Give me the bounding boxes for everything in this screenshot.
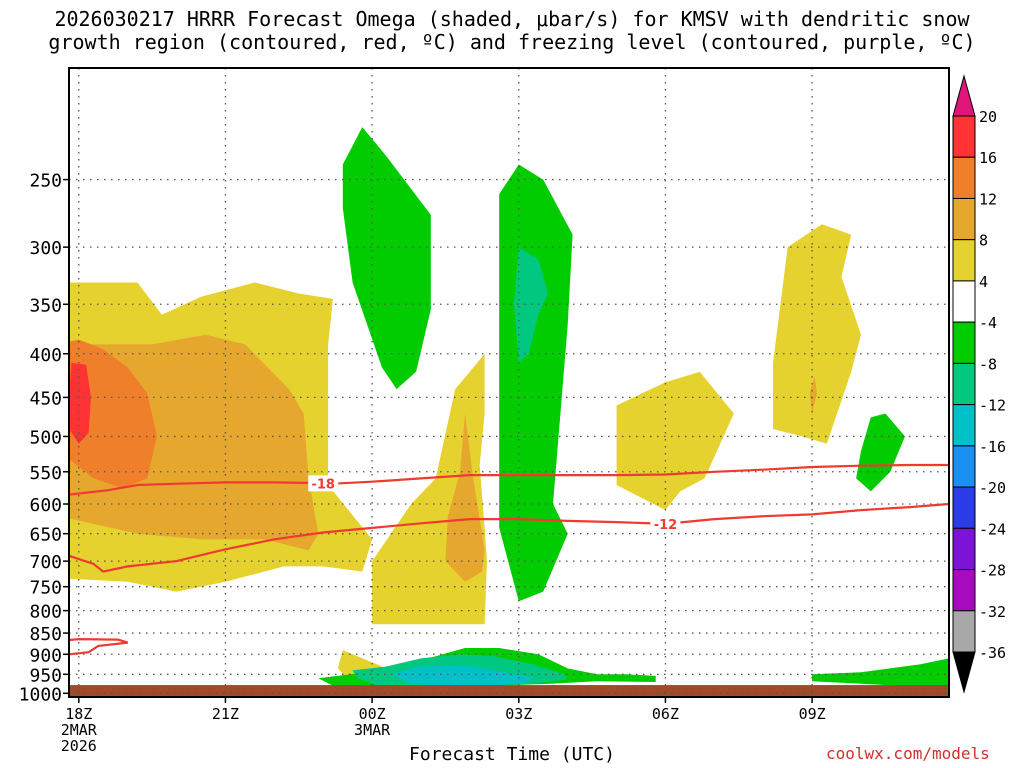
omega-shaded-regions	[69, 127, 949, 688]
colorbar-label-11: -28	[979, 562, 1006, 580]
contour-label-1: -12	[654, 518, 678, 533]
contour-line-1	[69, 502, 949, 573]
colorbar: 20 16 12 8 4 -4 -8 -12 -16 -20 -24 -28 -32 -36	[952, 74, 1006, 694]
chart-title: 2026030217 HRRR Forecast Omega (shaded, …	[0, 8, 1024, 54]
chart-title-line-2: growth region (contoured, red, ºC) and f…	[48, 30, 976, 54]
colorbar-label-12: -32	[979, 603, 1006, 621]
y-tick-label-550: 550	[29, 463, 62, 484]
chart-title-line-1: 2026030217 HRRR Forecast Omega (shaded, …	[54, 7, 970, 31]
omega-region-11	[499, 164, 573, 602]
colorbar-bin-5	[952, 321, 976, 364]
colorbar-bin-7	[952, 404, 976, 447]
omega-region-3	[69, 362, 91, 444]
colorbar-bin-8	[952, 445, 976, 488]
omega-region-13	[856, 413, 905, 492]
colorbar-label-3: 8	[979, 232, 988, 250]
x-tick-label-15-0: 09Z	[799, 705, 826, 723]
colorbar-bin-0	[952, 115, 976, 158]
colorbar-label-1: 16	[979, 149, 997, 167]
credit-text: coolwx.com/models	[826, 744, 990, 763]
contour-line-0	[69, 463, 949, 496]
colorbar-bin-6	[952, 362, 976, 406]
temperature-contours	[69, 463, 949, 656]
colorbar-label-7: -12	[979, 397, 1006, 415]
colorbar-bottom-arrow	[952, 651, 976, 694]
omega-region-16	[391, 665, 534, 687]
omega-region-7	[616, 371, 734, 511]
y-tick-label-600: 600	[29, 495, 62, 516]
contour-label-bg-1	[650, 515, 681, 532]
contour-labels: -18 -12	[308, 475, 681, 533]
colorbar-label-4: 4	[979, 273, 988, 291]
x-tick-label-9-0: 03Z	[505, 705, 532, 723]
colorbar-bin-10	[952, 527, 976, 571]
colorbar-bin-11	[952, 569, 976, 612]
y-tick-label-1000: 1000	[19, 684, 62, 705]
ground-layer	[69, 685, 949, 697]
y-tick-label-950: 950	[29, 665, 62, 686]
colorbar-label-8: -16	[979, 438, 1006, 456]
contour-label-bg-0	[308, 475, 339, 492]
x-tick-label-0-2: 2026	[61, 737, 97, 755]
omega-region-8	[773, 224, 861, 444]
colorbar-bin-3	[952, 239, 976, 282]
x-tick-label-3-0: 21Z	[212, 705, 239, 723]
x-tick-label-6-0: 00Z	[359, 705, 386, 723]
colorbar-top-arrow	[952, 74, 976, 117]
x-tick-label-6-1: 3MAR	[354, 721, 391, 739]
colorbar-bin-2	[952, 197, 976, 241]
omega-region-2	[69, 339, 157, 489]
x-tick-label-0-0: 18Z	[65, 705, 92, 723]
omega-region-5	[445, 413, 485, 582]
colorbar-label-5: -4	[979, 314, 997, 332]
y-tick-label-300: 300	[29, 238, 62, 259]
colorbar-bin-12	[952, 610, 976, 653]
colorbar-label-0: 20	[979, 108, 997, 126]
colorbar-bin-4	[952, 280, 976, 323]
colorbar-label-10: -24	[979, 520, 1006, 538]
omega-region-10	[342, 127, 431, 390]
colorbar-bin-1	[952, 156, 976, 199]
omega-region-17	[812, 658, 949, 686]
y-tick-label-800: 800	[29, 602, 62, 623]
x-axis-label: Forecast Time (UTC)	[409, 744, 615, 765]
colorbar-label-13: -36	[979, 644, 1006, 662]
x-tick-label-12-0: 06Z	[652, 705, 679, 723]
y-tick-label-750: 750	[29, 578, 62, 599]
colorbar-label-9: -20	[979, 479, 1006, 497]
omega-region-12	[513, 247, 549, 363]
x-tick-label-0-1: 2MAR	[61, 721, 98, 739]
y-tick-label-450: 450	[29, 388, 62, 409]
y-tick-label-500: 500	[29, 427, 62, 448]
y-tick-label-350: 350	[29, 295, 62, 316]
contour-line-2	[69, 637, 129, 656]
y-tick-label-700: 700	[29, 552, 62, 573]
colorbar-bin-9	[952, 486, 976, 529]
y-tick-label-400: 400	[29, 345, 62, 366]
pressure-axis: 2503003504004505005506006507007508008509…	[19, 171, 69, 705]
y-tick-label-650: 650	[29, 525, 62, 546]
colorbar-label-2: 12	[979, 190, 997, 208]
y-tick-label-250: 250	[29, 171, 62, 192]
contour-label-0: -18	[311, 477, 335, 492]
y-tick-label-900: 900	[29, 645, 62, 666]
colorbar-label-6: -8	[979, 355, 997, 373]
plot-frame	[68, 67, 950, 698]
ground-fill	[69, 685, 949, 697]
y-tick-label-850: 850	[29, 624, 62, 645]
